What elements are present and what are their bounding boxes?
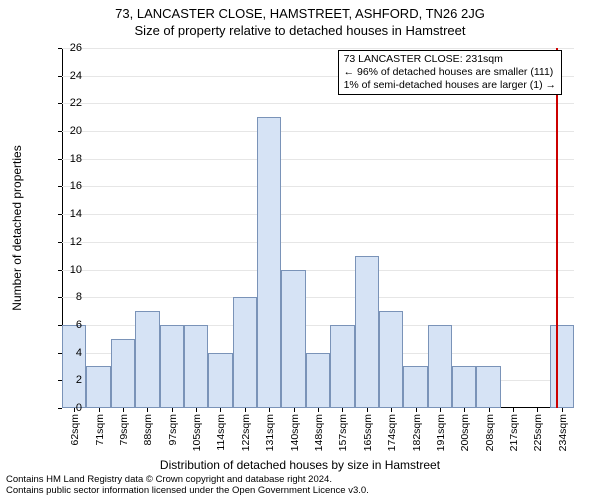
xtick-mark — [245, 408, 246, 412]
bar — [257, 117, 281, 408]
footer-line2: Contains public sector information licen… — [6, 486, 369, 497]
x-axis-label: Distribution of detached houses by size … — [0, 458, 600, 472]
xtick-label: 208sqm — [484, 414, 496, 451]
xtick-mark — [342, 408, 343, 412]
ytick-label: 8 — [62, 291, 82, 303]
bar — [403, 366, 427, 408]
ytick-label: 12 — [62, 236, 82, 248]
xtick-mark — [196, 408, 197, 412]
ytick-label: 16 — [62, 180, 82, 192]
bar — [452, 366, 476, 408]
annotation-line1: 73 LANCASTER CLOSE: 231sqm — [344, 53, 556, 66]
bar — [233, 297, 257, 408]
xtick-label: 157sqm — [337, 414, 349, 451]
grid-line — [62, 270, 574, 271]
xtick-label: 191sqm — [435, 414, 447, 451]
ytick-label: 26 — [62, 42, 82, 54]
xtick-mark — [416, 408, 417, 412]
xtick-label: 174sqm — [386, 414, 398, 451]
ytick-label: 4 — [62, 347, 82, 359]
grid-line — [62, 214, 574, 215]
grid-line — [62, 103, 574, 104]
xtick-label: 217sqm — [508, 414, 520, 451]
page-subtitle: Size of property relative to detached ho… — [0, 21, 600, 38]
xtick-label: 62sqm — [69, 414, 81, 446]
xtick-label: 165sqm — [362, 414, 374, 451]
grid-line — [62, 48, 574, 49]
xtick-label: 97sqm — [167, 414, 179, 446]
ytick-label: 18 — [62, 153, 82, 165]
chart-container: 73, LANCASTER CLOSE, HAMSTREET, ASHFORD,… — [0, 0, 600, 500]
footer-attribution: Contains HM Land Registry data © Crown c… — [6, 475, 369, 497]
bar — [355, 256, 379, 408]
xtick-mark — [220, 408, 221, 412]
bar — [379, 311, 403, 408]
xtick-mark — [172, 408, 173, 412]
xtick-label: 200sqm — [459, 414, 471, 451]
xtick-label: 105sqm — [191, 414, 203, 451]
xtick-mark — [562, 408, 563, 412]
xtick-mark — [391, 408, 392, 412]
marker-line — [556, 48, 558, 408]
bar — [208, 353, 232, 408]
xtick-label: 122sqm — [240, 414, 252, 451]
xtick-mark — [99, 408, 100, 412]
xtick-mark — [537, 408, 538, 412]
xtick-label: 140sqm — [289, 414, 301, 451]
ytick-label: 10 — [62, 264, 82, 276]
annotation-line3: 1% of semi-detached houses are larger (1… — [344, 79, 556, 92]
bar — [135, 311, 159, 408]
ytick-label: 24 — [62, 70, 82, 82]
xtick-mark — [318, 408, 319, 412]
ytick-label: 22 — [62, 97, 82, 109]
bar — [476, 366, 500, 408]
grid-line — [62, 159, 574, 160]
bar — [550, 325, 574, 408]
xtick-mark — [513, 408, 514, 412]
xtick-mark — [489, 408, 490, 412]
grid-line — [62, 242, 574, 243]
xtick-mark — [464, 408, 465, 412]
ytick-label: 2 — [62, 374, 82, 386]
xtick-mark — [147, 408, 148, 412]
xtick-label: 148sqm — [313, 414, 325, 451]
y-axis-label: Number of detached properties — [10, 145, 24, 310]
xtick-label: 131sqm — [264, 414, 276, 451]
grid-line — [62, 186, 574, 187]
ytick-label: 6 — [62, 319, 82, 331]
xtick-label: 114sqm — [215, 414, 227, 451]
plot-area: 73 LANCASTER CLOSE: 231sqm ← 96% of deta… — [62, 48, 574, 408]
bar — [160, 325, 184, 408]
annotation-line2: ← 96% of detached houses are smaller (11… — [344, 66, 556, 79]
xtick-mark — [367, 408, 368, 412]
xtick-label: 71sqm — [94, 414, 106, 446]
bar — [111, 339, 135, 408]
annotation-box: 73 LANCASTER CLOSE: 231sqm ← 96% of deta… — [338, 50, 562, 95]
xtick-label: 182sqm — [411, 414, 423, 451]
bar — [281, 270, 305, 408]
ytick-label: 0 — [62, 402, 82, 414]
bar — [330, 325, 354, 408]
bar — [428, 325, 452, 408]
xtick-mark — [294, 408, 295, 412]
xtick-label: 234sqm — [557, 414, 569, 451]
ytick-label: 20 — [62, 125, 82, 137]
xtick-mark — [123, 408, 124, 412]
ytick-label: 14 — [62, 208, 82, 220]
bar — [184, 325, 208, 408]
page-title: 73, LANCASTER CLOSE, HAMSTREET, ASHFORD,… — [0, 0, 600, 21]
xtick-label: 88sqm — [142, 414, 154, 446]
xtick-label: 79sqm — [118, 414, 130, 446]
xtick-label: 225sqm — [532, 414, 544, 451]
bar — [86, 366, 110, 408]
xtick-mark — [440, 408, 441, 412]
xtick-mark — [269, 408, 270, 412]
grid-line — [62, 131, 574, 132]
bar — [306, 353, 330, 408]
grid-line — [62, 297, 574, 298]
bar — [62, 325, 86, 408]
